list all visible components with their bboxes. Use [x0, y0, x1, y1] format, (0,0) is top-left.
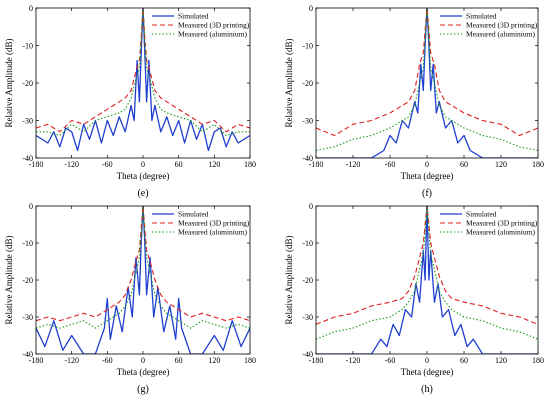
y-tick-label: -30 [22, 117, 33, 126]
x-tick-label: 120 [495, 160, 507, 169]
series-line-1 [36, 8, 250, 152]
panel-h: -180 -120 -60 0 60 120 180 -40 -30 -20 -10 0 Theta (… [284, 202, 544, 395]
x-tick-label: 60 [175, 160, 183, 169]
y-tick-label: -20 [302, 79, 313, 88]
legend-entry: Simulated [178, 210, 209, 219]
y-tick-label: -30 [302, 313, 313, 322]
x-tick-label: 180 [532, 356, 544, 365]
x-tick-label: 60 [175, 356, 183, 365]
x-tick-label: 180 [244, 160, 256, 169]
y-tick-label: -20 [22, 276, 33, 285]
series-line-3 [316, 206, 538, 340]
x-tick-label: 0 [425, 160, 429, 169]
series-group [316, 8, 538, 158]
x-tick-label: -60 [102, 160, 113, 169]
panel-label: (h) [421, 384, 433, 395]
x-tick-label: 180 [244, 356, 256, 365]
x-tick-label: -120 [64, 356, 79, 365]
panel-f: -180 -120 -60 0 60 120 180 -40 -30 -20 -10 0 Theta (… [284, 4, 544, 199]
x-axis-title: Theta (degree) [117, 367, 170, 377]
legend-entry: Measured (aluminium) [178, 30, 247, 39]
y-axis-title: Relative Amplitude (dB) [4, 39, 14, 128]
series-group [36, 8, 250, 152]
panel-label: (f) [422, 188, 432, 199]
panel-label: (e) [137, 188, 148, 199]
y-tick-label: -40 [302, 154, 313, 163]
y-tick-label: 0 [309, 4, 313, 13]
y-tick-label: -40 [22, 154, 33, 163]
y-tick-label: 0 [309, 202, 313, 211]
y-axis-title: Relative Amplitude (dB) [4, 236, 14, 325]
series-line-2 [316, 8, 538, 137]
x-tick-label: 120 [208, 356, 220, 365]
y-tick-label: -20 [22, 79, 33, 88]
legend-entry: Measured (3D printing) [178, 21, 250, 30]
series-line-3 [316, 8, 538, 152]
x-tick-label: -120 [346, 160, 361, 169]
x-tick-label: 120 [208, 160, 220, 169]
y-tick-label: -30 [22, 313, 33, 322]
x-axis-title: Theta (degree) [401, 171, 454, 181]
x-tick-label: 180 [532, 160, 544, 169]
series-line-2 [36, 206, 250, 322]
panel-label: (g) [137, 384, 149, 395]
panel-g: -180 -120 -60 0 60 120 180 -40 -30 -20 -10 0 Theta (… [4, 202, 256, 395]
x-tick-label: -120 [346, 356, 361, 365]
legend-entry: Measured (aluminium) [466, 228, 535, 237]
y-tick-label: -30 [302, 117, 313, 126]
legend-entry: Measured (aluminium) [178, 228, 247, 237]
x-tick-label: -60 [102, 356, 113, 365]
y-tick-label: -40 [22, 350, 33, 359]
x-tick-label: 120 [495, 356, 507, 365]
x-tick-label: -180 [29, 356, 44, 365]
y-axis-title: Relative Amplitude (dB) [284, 236, 294, 325]
x-tick-label: 0 [141, 160, 145, 169]
y-tick-label: -10 [22, 42, 33, 51]
x-tick-label: -60 [385, 356, 396, 365]
x-tick-label: -180 [309, 160, 324, 169]
y-tick-label: -10 [302, 239, 313, 248]
y-tick-label: 0 [29, 4, 33, 13]
x-axis-title: Theta (degree) [117, 171, 170, 181]
x-tick-label: 60 [460, 356, 468, 365]
series-line-3 [36, 8, 250, 137]
y-tick-label: -20 [302, 276, 313, 285]
legend-entry: Simulated [178, 12, 209, 21]
x-tick-label: -60 [385, 160, 396, 169]
series-line-2 [316, 206, 538, 325]
legend-entry: Measured (aluminium) [466, 30, 535, 39]
series-group [36, 206, 250, 354]
x-tick-label: 0 [425, 356, 429, 365]
series-line-1 [316, 8, 538, 158]
legend-entry: Simulated [466, 210, 497, 219]
legend-entry: Measured (3D printing) [466, 21, 538, 30]
x-tick-label: -180 [29, 160, 44, 169]
x-tick-label: -120 [64, 160, 79, 169]
legend-entry: Measured (3D printing) [466, 219, 538, 228]
x-tick-label: 60 [460, 160, 468, 169]
y-tick-label: -10 [302, 42, 313, 51]
panel-e: -180 -120 -60 0 60 120 180 -40 -30 -20 -10 0 Theta (… [4, 4, 256, 199]
legend-entry: Measured (3D printing) [178, 219, 250, 228]
x-axis-title: Theta (degree) [401, 367, 454, 377]
x-tick-label: -180 [309, 356, 324, 365]
y-tick-label: -10 [22, 239, 33, 248]
series-line-1 [316, 206, 538, 354]
series-line-2 [36, 8, 250, 133]
series-group [316, 206, 538, 354]
y-axis-title: Relative Amplitude (dB) [284, 39, 294, 128]
y-tick-label: -40 [302, 350, 313, 359]
y-tick-label: 0 [29, 202, 33, 211]
x-tick-label: 0 [141, 356, 145, 365]
legend-entry: Simulated [466, 12, 497, 21]
